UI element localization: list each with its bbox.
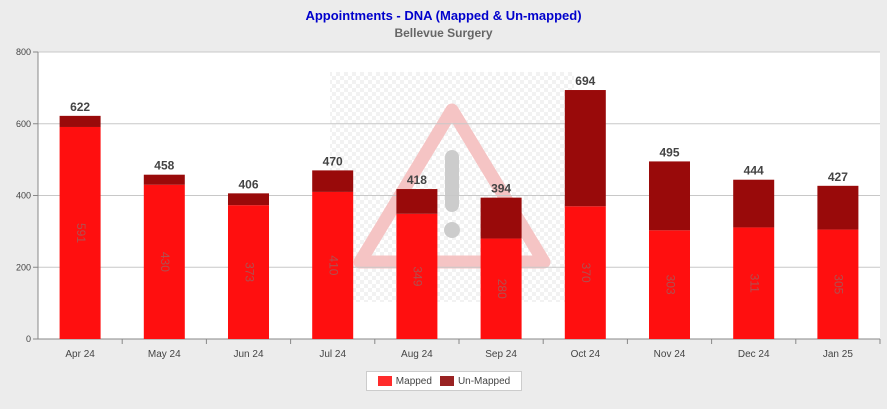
bar-mapped <box>480 238 522 339</box>
bar-mapped-value-label: 305 <box>832 274 846 294</box>
y-tick-label: 400 <box>16 191 31 201</box>
bar-total-label: 444 <box>744 164 764 178</box>
bar-mapped-value-label: 430 <box>158 252 172 272</box>
legend-item-unmapped[interactable]: Un-Mapped <box>439 375 511 387</box>
bar-mapped-value-label: 370 <box>579 263 593 283</box>
bar-mapped <box>143 184 185 339</box>
bar-total-label: 622 <box>70 100 90 114</box>
legend-label-mapped: Mapped <box>395 375 432 387</box>
bar-mapped-value-label: 303 <box>663 275 677 295</box>
bar-mapped <box>396 213 438 339</box>
y-tick-label: 200 <box>16 262 31 272</box>
bar-unmapped <box>143 174 185 185</box>
bar-mapped <box>228 205 269 339</box>
x-tick-label: Oct 24 <box>571 349 601 360</box>
bar-unmapped <box>817 185 859 230</box>
bar-total-label: 427 <box>828 170 848 184</box>
bar-total-label: 495 <box>659 145 679 159</box>
legend-item-mapped[interactable]: Mapped <box>377 375 432 387</box>
bar-mapped <box>733 227 775 339</box>
y-tick-label: 800 <box>16 47 31 57</box>
legend-swatch-mapped <box>377 376 392 386</box>
warning-triangle-icon <box>353 103 551 269</box>
y-tick-label: 600 <box>16 119 31 129</box>
y-tick-label: 0 <box>26 334 31 344</box>
bar-mapped <box>312 191 354 339</box>
bar-unmapped <box>59 115 101 127</box>
x-tick-label: Jun 24 <box>233 349 263 360</box>
bar-unmapped <box>480 197 522 239</box>
bar-total-label: 418 <box>407 173 427 187</box>
x-tick-label: Aug 24 <box>401 349 433 360</box>
bar-total-label: 470 <box>323 154 343 168</box>
watermark-exclamation-bar <box>445 150 459 212</box>
x-tick-label: Sep 24 <box>485 349 517 360</box>
x-tick-label: Dec 24 <box>738 349 770 360</box>
legend-label-unmapped: Un-Mapped <box>457 375 511 387</box>
bar-mapped-value-label: 591 <box>74 223 88 243</box>
x-tick-label: Apr 24 <box>65 349 95 360</box>
bar-total-label: 458 <box>154 159 174 173</box>
bar-mapped <box>817 229 859 339</box>
chart-title: Appointments - DNA (Mapped & Un-mapped) <box>305 8 582 23</box>
bar-mapped <box>564 206 606 339</box>
chart-legend: Mapped Un-Mapped <box>366 371 522 391</box>
bar-mapped-value-label: 349 <box>411 266 425 286</box>
x-tick-label: Jan 25 <box>823 349 853 360</box>
bar-mapped <box>59 126 101 339</box>
chart-subtitle: Bellevue Surgery <box>394 26 493 40</box>
bar-mapped-value-label: 410 <box>327 255 341 275</box>
bar-unmapped <box>733 179 775 228</box>
bar-unmapped <box>228 193 269 206</box>
bar-mapped-value-label: 280 <box>495 279 509 299</box>
bar-total-label: 394 <box>491 182 511 196</box>
legend-swatch-unmapped <box>439 376 454 386</box>
bar-mapped-value-label: 311 <box>748 274 762 293</box>
watermark-exclamation-dot <box>444 222 460 238</box>
bar-total-label: 406 <box>238 177 258 191</box>
bar-unmapped <box>564 90 606 207</box>
bar-unmapped <box>312 170 354 192</box>
bar-mapped-value-label: 373 <box>242 262 256 282</box>
bar-unmapped <box>396 189 438 214</box>
bar-mapped <box>649 230 690 339</box>
bar-unmapped <box>649 161 690 231</box>
x-tick-label: Jul 24 <box>319 349 346 360</box>
x-tick-label: May 24 <box>148 349 181 360</box>
bar-total-label: 694 <box>575 74 595 88</box>
x-tick-label: Nov 24 <box>654 349 686 360</box>
